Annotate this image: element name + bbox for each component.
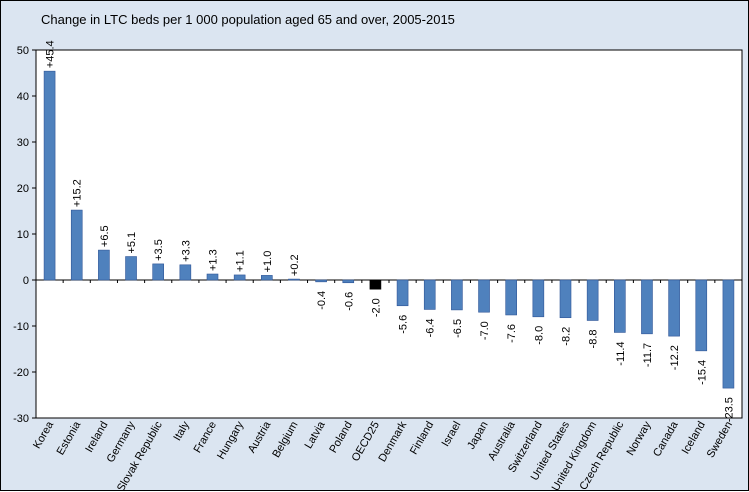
bar-17	[506, 280, 517, 315]
bar-20	[587, 280, 598, 320]
data-label: -12.2	[669, 345, 681, 370]
data-label: +15.2	[72, 179, 84, 207]
data-label: +1.0	[262, 251, 274, 273]
x-tick-label: Italy	[171, 419, 192, 443]
y-tick-label: -20	[13, 367, 29, 379]
x-tick-label: Canada	[651, 419, 681, 459]
data-label: -8.2	[561, 327, 573, 346]
x-tick-label: Estonia	[55, 419, 84, 458]
x-tick-label: Ireland	[83, 420, 110, 455]
bar-7	[234, 275, 245, 280]
bar-14	[424, 280, 435, 309]
data-label: -6.4	[425, 318, 437, 337]
data-label: +1.1	[235, 250, 247, 272]
bar-11	[343, 280, 354, 283]
bar-15	[451, 280, 462, 310]
y-tick-label: -30	[13, 413, 29, 425]
data-label: -11.4	[615, 341, 627, 365]
x-tick-label: Belgium	[270, 420, 300, 460]
data-label: +0.2	[289, 254, 301, 276]
data-label: +6.5	[99, 225, 111, 247]
bar-9	[288, 279, 299, 280]
y-tick-label: 40	[17, 91, 29, 103]
y-tick-label: 10	[17, 229, 29, 241]
y-tick-label: 20	[17, 183, 29, 195]
data-label: +3.5	[153, 239, 165, 261]
data-label: -7.0	[479, 321, 491, 340]
y-tick-label: 0	[23, 275, 29, 287]
data-label: -5.6	[398, 315, 410, 334]
x-tick-label: Sweden	[705, 420, 735, 460]
data-label: -7.6	[506, 324, 518, 343]
bar-3	[126, 257, 137, 280]
bar-19	[560, 280, 571, 318]
data-label: -8.0	[533, 326, 545, 345]
bar-25	[723, 280, 734, 388]
bar-24	[696, 280, 707, 351]
x-tick-label: Norway	[625, 419, 654, 458]
data-label: -0.4	[316, 291, 328, 310]
bar-18	[533, 280, 544, 317]
data-label: -6.5	[452, 319, 464, 338]
bar-22	[641, 280, 652, 334]
data-label: -11.7	[642, 343, 654, 367]
plot-area	[36, 50, 742, 418]
y-tick-label: 30	[17, 137, 29, 149]
bar-16	[479, 280, 490, 312]
x-tick-label: France	[192, 420, 220, 456]
bar-12	[370, 280, 381, 289]
x-tick-label: Austria	[246, 419, 274, 455]
x-tick-label: Finland	[408, 420, 436, 457]
data-label: -23.5	[723, 397, 735, 422]
data-label: -15.4	[696, 360, 708, 385]
x-tick-label: Iceland	[680, 420, 708, 457]
bar-4	[153, 264, 164, 280]
x-tick-label: Poland	[327, 420, 355, 456]
y-tick-label: -10	[13, 321, 29, 333]
bar-8	[261, 275, 272, 280]
data-label: +45.4	[45, 40, 57, 68]
data-label: +5.1	[126, 232, 138, 254]
bar-6	[207, 274, 218, 280]
x-tick-label: Korea	[31, 419, 57, 451]
bar-2	[98, 250, 109, 280]
data-label: +1.3	[208, 249, 220, 271]
y-tick-label: 50	[17, 45, 29, 57]
x-tick-label: Hungary	[215, 419, 246, 461]
bar-0	[44, 71, 55, 280]
x-tick-label: Israel	[440, 420, 464, 449]
data-label: +3.3	[180, 240, 192, 262]
bar-23	[669, 280, 680, 336]
x-tick-label: Japan	[465, 420, 490, 452]
bar-21	[614, 280, 625, 332]
x-tick-label: Latvia	[303, 419, 329, 451]
data-label: -2.0	[370, 298, 382, 317]
bar-1	[71, 210, 82, 280]
data-label: -8.8	[588, 329, 600, 348]
bar-5	[180, 265, 191, 280]
bar-13	[397, 280, 408, 306]
bar-10	[316, 280, 327, 282]
data-label: -0.6	[343, 292, 355, 311]
